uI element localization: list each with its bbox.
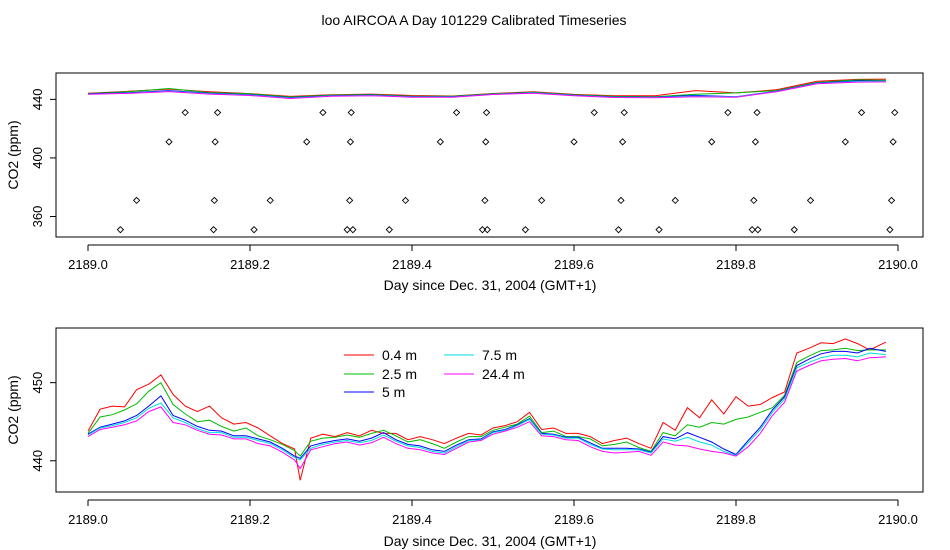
- x-axis-label: Day since Dec. 31, 2004 (GMT+1): [384, 533, 597, 549]
- data-point: [790, 226, 798, 234]
- x-tick-label: 2189.0: [68, 512, 108, 527]
- x-tick-label: 2189.8: [716, 512, 756, 527]
- data-point: [889, 138, 897, 146]
- data-point: [436, 138, 444, 146]
- y-tick-label: 360: [30, 206, 45, 228]
- data-point: [482, 138, 490, 146]
- data-point: [452, 108, 461, 117]
- data-point: [346, 138, 355, 146]
- figure-title: loo AIRCOA A Day 101229 Calibrated Times…: [321, 12, 626, 28]
- data-point: [165, 138, 173, 146]
- legend-label: 7.5 m: [482, 347, 517, 363]
- y-tick-label: 440: [30, 450, 45, 472]
- data-point: [671, 196, 679, 205]
- data-point: [209, 226, 218, 234]
- data-point: [537, 196, 546, 205]
- data-point: [385, 226, 393, 234]
- x-tick-label: 2189.6: [554, 512, 594, 527]
- data-point: [618, 138, 627, 146]
- data-point: [857, 108, 866, 117]
- data-point: [319, 108, 327, 117]
- y-tick-label: 450: [30, 372, 45, 394]
- data-point: [886, 226, 894, 234]
- data-point: [250, 226, 258, 234]
- data-point: [754, 226, 762, 234]
- data-point: [347, 108, 355, 117]
- legend-label: 0.4 m: [382, 347, 417, 363]
- y-axis-label: CO2 (ppm): [5, 375, 21, 444]
- y-axis-label: CO2 (ppm): [5, 120, 21, 189]
- legend-label: 5 m: [382, 384, 405, 400]
- data-point: [521, 226, 530, 234]
- legend-label: 24.4 m: [482, 366, 525, 382]
- data-point: [210, 196, 218, 205]
- data-point: [483, 226, 491, 234]
- series-line-24-4-m: [87, 356, 886, 470]
- x-tick-label: 2190.0: [878, 512, 918, 527]
- x-tick-label: 2189.0: [68, 257, 108, 272]
- y-tick-label: 400: [30, 147, 45, 169]
- y-tick-label: 440: [30, 89, 45, 111]
- series-line-2-5-m: [87, 347, 886, 457]
- data-point: [478, 226, 487, 234]
- data-point: [751, 138, 760, 146]
- data-point: [343, 226, 351, 234]
- series-line-24-4-m: [87, 81, 886, 100]
- data-point: [620, 108, 628, 117]
- x-tick-label: 2189.8: [716, 257, 756, 272]
- bottom-panel: 2189.0 2189.2 2189.4 2189.6 2189.8 2190.0 440 4…: [5, 327, 924, 549]
- x-tick-label: 2189.2: [230, 257, 270, 272]
- data-point: [266, 196, 274, 205]
- series-line-7-5-m: [87, 80, 886, 99]
- series-line-5-m: [87, 347, 886, 460]
- x-tick-label: 2189.6: [554, 257, 594, 272]
- data-point: [211, 138, 219, 146]
- data-point: [655, 226, 663, 234]
- x-tick-label: 2189.2: [230, 512, 270, 527]
- data-point: [181, 108, 189, 117]
- data-point: [750, 196, 758, 205]
- data-point: [401, 196, 410, 205]
- data-point: [724, 108, 732, 117]
- data-point: [887, 196, 896, 205]
- data-point: [481, 196, 489, 205]
- series-line-7-5-m: [87, 352, 886, 461]
- data-point: [349, 226, 357, 234]
- data-point: [806, 196, 815, 205]
- data-point: [614, 226, 623, 234]
- data-point: [303, 138, 311, 146]
- x-tick-label: 2189.4: [392, 257, 432, 272]
- data-point: [132, 196, 141, 205]
- data-point: [753, 108, 761, 117]
- data-point: [570, 138, 578, 146]
- plot-frame: [55, 72, 924, 238]
- data-point: [345, 196, 354, 205]
- data-point: [841, 138, 849, 146]
- data-point: [891, 108, 899, 117]
- data-point: [617, 196, 625, 205]
- x-axis-label: Day since Dec. 31, 2004 (GMT+1): [384, 277, 597, 293]
- series-line-0-4-m: [87, 338, 887, 481]
- legend: 0.4 m 2.5 m 5 m 7.5 m 24.4 m: [344, 347, 525, 400]
- data-point: [482, 108, 491, 117]
- x-tick-label: 2190.0: [878, 257, 918, 272]
- data-point: [748, 226, 756, 234]
- top-panel: 2189.0 2189.2 2189.4 2189.6 2189.8 2190.0 360 4…: [5, 72, 924, 293]
- legend-label: 2.5 m: [382, 366, 417, 382]
- data-point: [708, 138, 716, 146]
- x-tick-label: 2189.4: [392, 512, 432, 527]
- data-point: [116, 226, 125, 234]
- data-point: [590, 108, 598, 117]
- data-point: [213, 108, 222, 117]
